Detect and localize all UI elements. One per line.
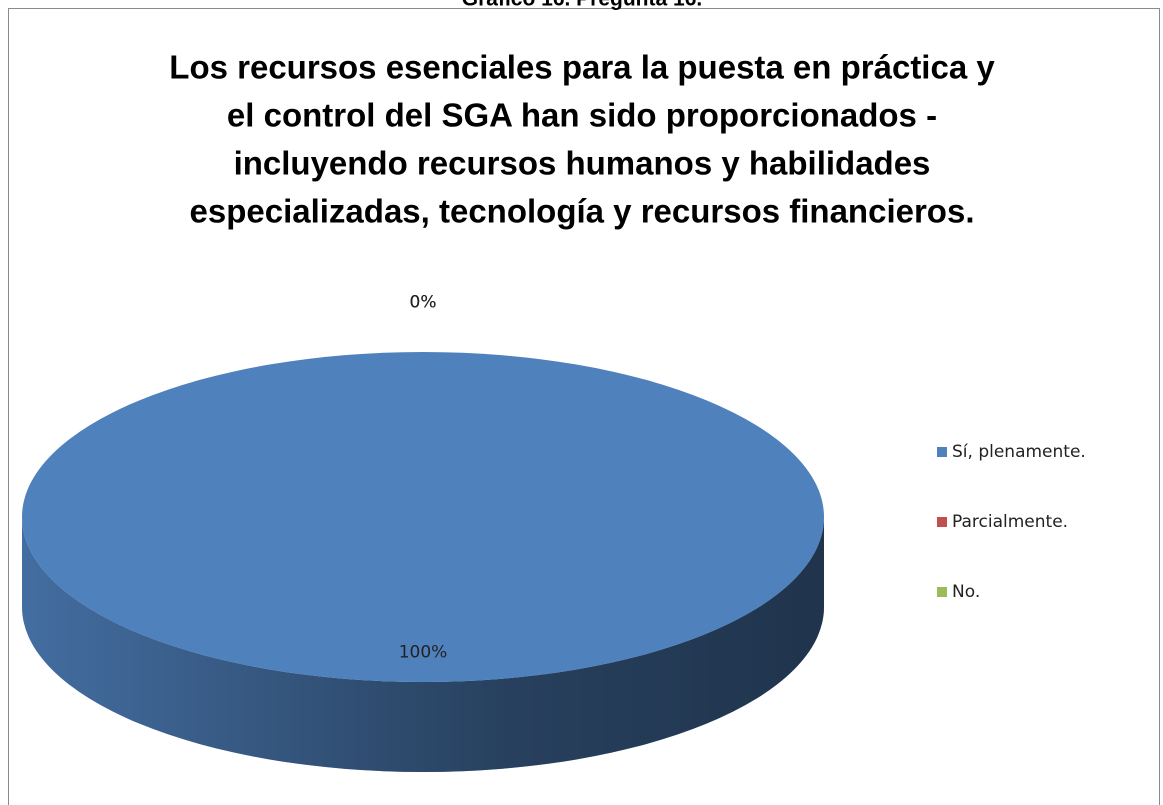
- data-label: 0%: [410, 293, 437, 313]
- legend-label: Sí, plenamente.: [952, 442, 1086, 462]
- legend-swatch: [937, 517, 947, 527]
- caption-bg: [380, 0, 780, 8]
- data-label: 0%: [410, 293, 437, 313]
- legend-swatch: [937, 587, 947, 597]
- caption: Gráfico 16. Pregunta 16.: [462, 0, 702, 11]
- legend-swatch: [937, 447, 947, 457]
- chart-title: especializadas, tecnología y recursos fi…: [190, 193, 975, 230]
- slice: [22, 352, 824, 682]
- chart-title: Los recursos esenciales para la puesta e…: [169, 49, 995, 86]
- legend-label: No.: [952, 582, 980, 602]
- side-shade: [22, 517, 824, 772]
- chart-title: el control del SGA han sido proporcionad…: [227, 97, 937, 134]
- data-label: 100%: [399, 642, 448, 662]
- legend-label: Parcialmente.: [952, 512, 1068, 532]
- chart-title: incluyendo recursos humanos y habilidade…: [234, 145, 931, 182]
